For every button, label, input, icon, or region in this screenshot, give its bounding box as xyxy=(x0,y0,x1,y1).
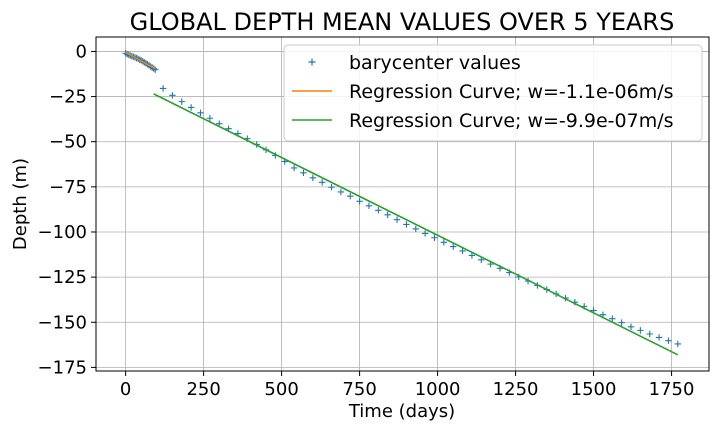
plot-frame xyxy=(95,36,710,372)
data-point xyxy=(646,330,653,338)
data-point xyxy=(309,174,317,182)
data-point xyxy=(159,85,167,92)
legend-marker-swatch xyxy=(308,58,316,66)
data-point xyxy=(356,198,363,205)
data-point xyxy=(609,315,616,322)
data-point xyxy=(403,221,410,228)
data-point xyxy=(206,115,214,122)
legend-box xyxy=(283,44,703,142)
y-axis-title: Depth (m) xyxy=(10,158,31,250)
data-point xyxy=(449,243,457,250)
data-point xyxy=(337,188,345,196)
x-axis-title: Time (days) xyxy=(348,401,455,422)
data-point xyxy=(152,66,159,73)
data-point xyxy=(178,98,185,105)
legend: barycenter values Regression Curve; w=-1.… xyxy=(283,44,703,142)
data-point xyxy=(459,247,466,255)
y-tick-label: −125 xyxy=(38,267,87,288)
data-point xyxy=(393,216,401,223)
data-point xyxy=(412,225,419,233)
data-point xyxy=(440,239,448,246)
data-point xyxy=(187,104,195,111)
y-tick-label: −75 xyxy=(49,177,87,198)
data-point xyxy=(618,319,625,326)
data-point xyxy=(290,164,298,172)
x-tick-label: 750 xyxy=(342,379,376,400)
regression-line-2 xyxy=(153,93,679,356)
y-tick-label: −150 xyxy=(38,312,87,333)
x-tick-label: 1500 xyxy=(571,379,617,400)
y-tick-label: 0 xyxy=(76,41,87,62)
data-point xyxy=(318,179,326,186)
legend-entry-label: Regression Curve; w=-9.9e-07m/s xyxy=(349,110,674,132)
data-point xyxy=(328,184,335,191)
data-point xyxy=(637,327,644,334)
data-point xyxy=(169,92,176,99)
chart-title: GLOBAL DEPTH MEAN VALUES OVER 5 YEARS xyxy=(130,8,675,36)
plot-area xyxy=(122,50,682,356)
x-tick-label: 1750 xyxy=(649,379,695,400)
data-point xyxy=(384,211,391,219)
x-tick-label: 250 xyxy=(186,379,220,400)
y-tick-label: −175 xyxy=(38,357,87,378)
x-tick-label: 500 xyxy=(264,379,298,400)
data-point xyxy=(468,252,476,259)
data-point xyxy=(300,169,307,176)
axis-ticks: 0 250 500 750 1000 1250 1500 1750 0 −25 −50 −75 −100… xyxy=(38,41,695,400)
y-tick-label: −50 xyxy=(49,132,87,153)
data-point xyxy=(655,334,663,341)
regression-line-1 xyxy=(125,51,156,70)
y-tick-label: −25 xyxy=(49,87,87,108)
x-tick-label: 1000 xyxy=(415,379,461,400)
legend-entry-label: barycenter values xyxy=(349,52,521,74)
data-point xyxy=(431,234,438,241)
data-point xyxy=(365,202,373,210)
x-tick-label: 1250 xyxy=(493,379,539,400)
data-point xyxy=(197,109,204,117)
data-point xyxy=(421,230,429,237)
x-tick-label: 0 xyxy=(120,379,131,400)
legend-entry-label: Regression Curve; w=-1.1e-06m/s xyxy=(349,81,674,103)
data-point xyxy=(665,337,672,344)
data-point xyxy=(674,340,682,348)
data-point xyxy=(375,207,382,214)
data-point xyxy=(347,193,354,200)
y-tick-label: −100 xyxy=(38,222,87,243)
data-point xyxy=(627,323,635,330)
